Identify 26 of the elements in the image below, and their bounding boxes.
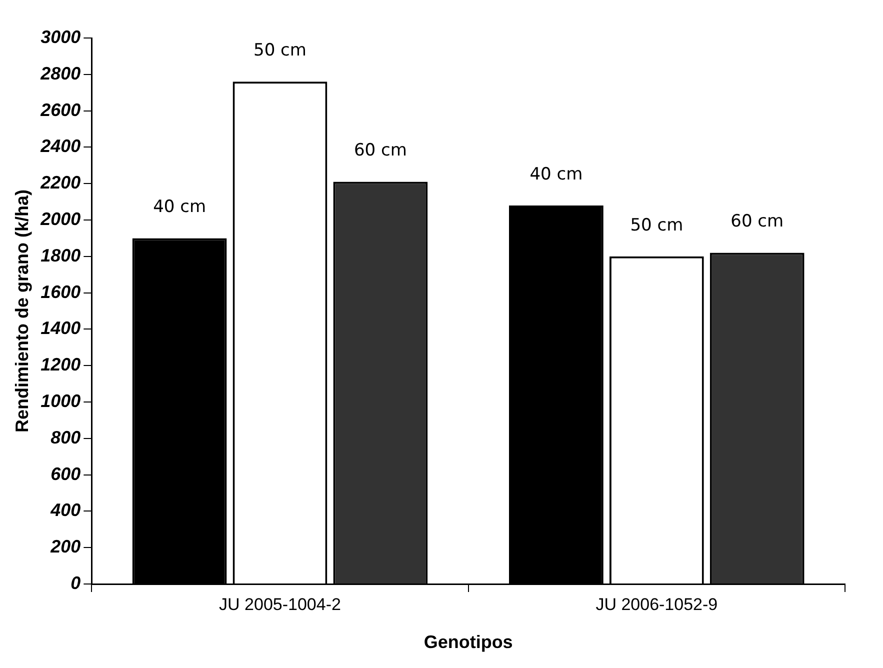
text: 40 cm [530,164,583,184]
y-tick-label: 0 [70,572,81,593]
x-axis-title: Genotipos [424,632,513,652]
y-tick-label: 1600 [40,282,81,302]
x-tick-label: JU 2005-1004-2 [219,594,341,614]
y-tick-label: 1200 [40,354,81,375]
y-axis-title: Rendimiento de grano (k/ha) [12,189,32,433]
y-tick-label: 2200 [40,172,81,193]
y-tick-label: 1400 [40,318,81,338]
series-label: 50 cm [630,215,684,236]
y-tick-label: 1000 [40,390,81,411]
text: 60 cm [354,140,407,161]
y-tick-label: 2400 [40,136,81,156]
series-label: 60 cm [730,212,784,232]
y-tick-label: 2800 [40,63,81,84]
text: 50 cm [254,40,306,61]
y-tick-label: 400 [50,500,81,520]
y-tick-label: 1800 [40,245,81,266]
y-tick-label: 200 [50,536,81,557]
y-tick-label: 3000 [40,26,81,47]
y-tick-label: 2000 [40,208,81,229]
series-label: 40 cm [153,197,206,218]
y-tick-label: 600 [50,464,81,484]
y-tick-label: 800 [50,427,81,448]
y-tick-label: 2600 [40,100,81,120]
x-tick-label: JU 2006-1052-9 [596,594,718,614]
